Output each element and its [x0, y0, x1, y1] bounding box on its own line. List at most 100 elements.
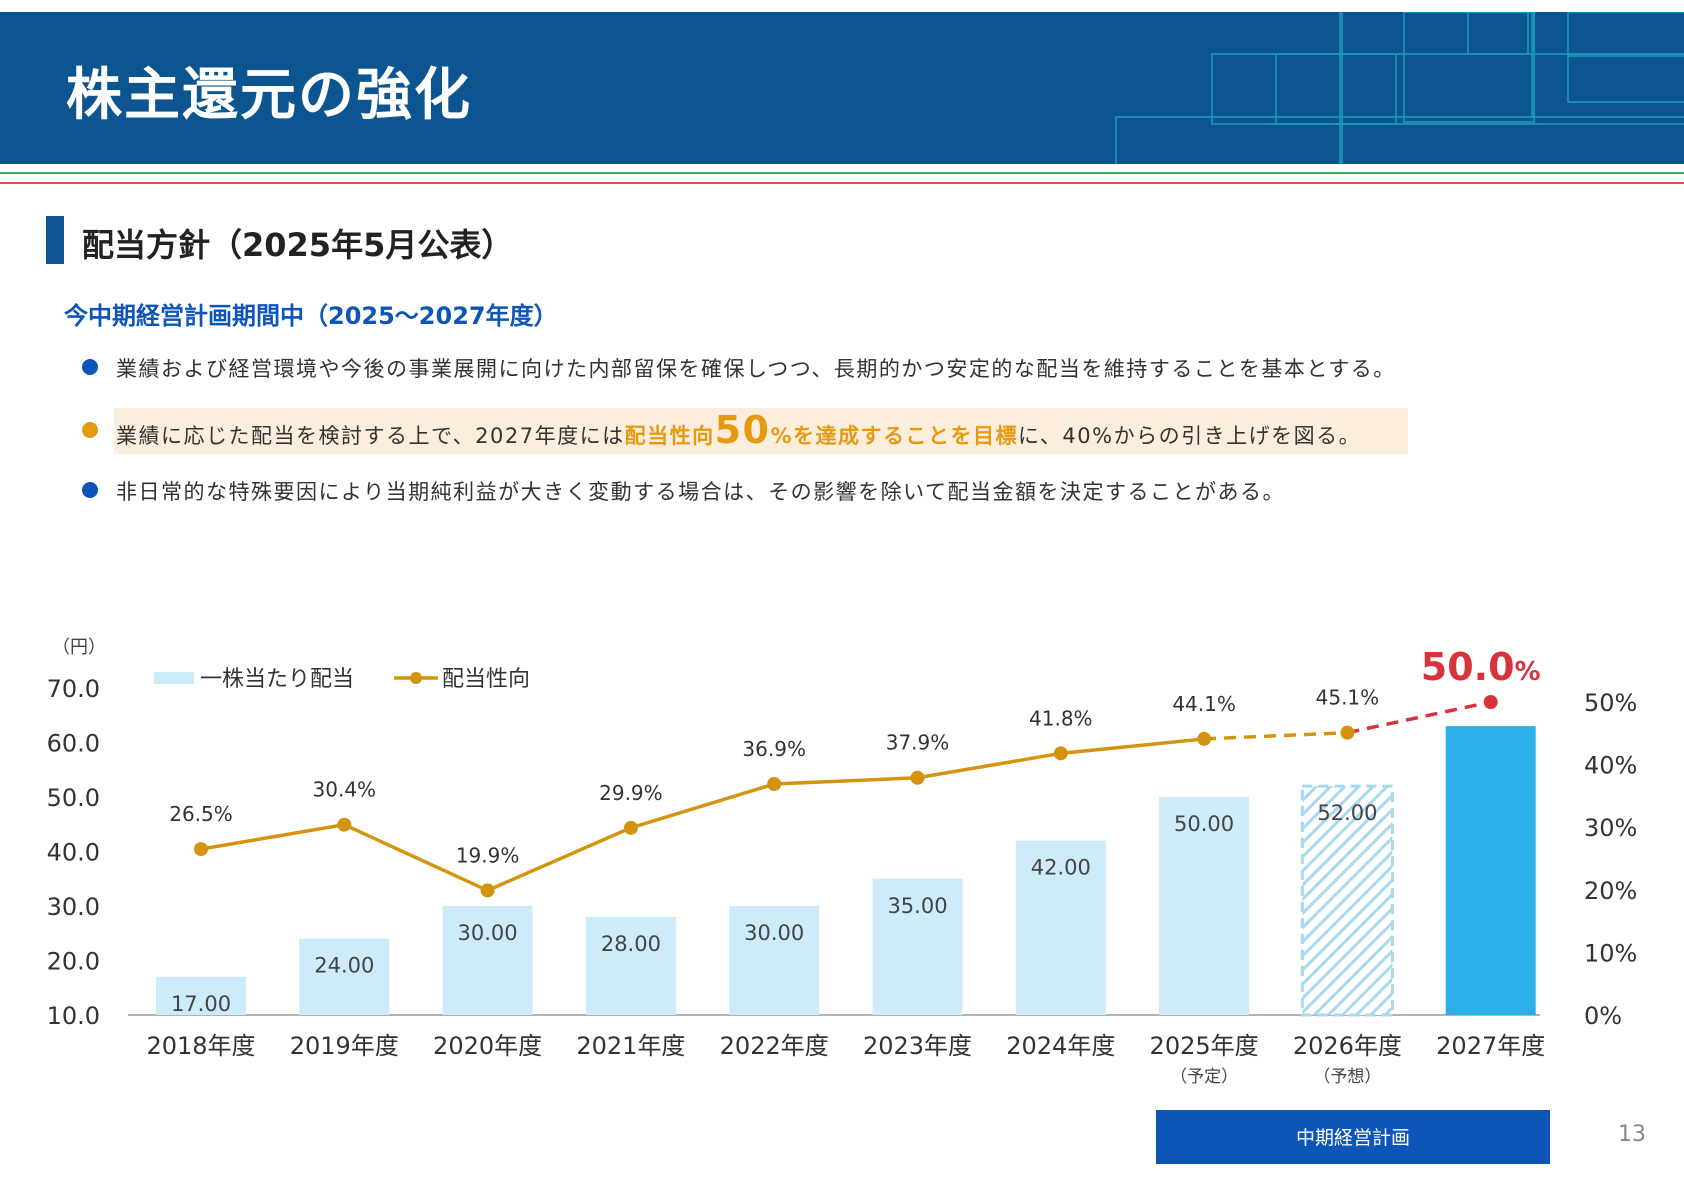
red-rule	[0, 182, 1684, 184]
bar-2027年度	[1445, 726, 1536, 1015]
bullet-text: 非日常的な特殊要因により当期純利益が大きく変動する場合は、その影響を除いて配当金…	[116, 480, 1285, 504]
bar-value-label: 42.00	[1031, 856, 1091, 880]
x-tick-label: 2023年度	[863, 1032, 972, 1060]
text-part: 業績に応じた配当を検討する上で、2027年度には	[116, 424, 625, 448]
x-tick-note: （予想）	[1313, 1067, 1381, 1087]
payout-ratio-label: 41.8%	[1029, 706, 1093, 730]
legend-line-label: 配当性向	[442, 667, 530, 692]
highlight-text: 配当性向	[624, 424, 715, 448]
bullet-dot	[82, 482, 98, 498]
left-tick-label: 20.0	[47, 948, 100, 976]
bar-2019年度	[299, 938, 390, 1015]
target-number: 50.0	[1421, 645, 1515, 689]
x-tick-note: （予定）	[1170, 1067, 1238, 1087]
x-tick-label: 2025年度	[1150, 1032, 1259, 1060]
payout-ratio-label: 26.5%	[169, 802, 233, 826]
x-tick-label: 2026年度	[1293, 1032, 1402, 1060]
payout-ratio-forecast-line	[1204, 730, 1348, 741]
legend-line-marker	[410, 672, 422, 684]
x-tick-label: 2024年度	[1006, 1032, 1115, 1060]
bullet-text: 業績および経営環境や今後の事業展開に向けた内部留保を確保しつつ、長期的かつ安定的…	[116, 357, 1396, 381]
payout-ratio-point	[194, 842, 208, 857]
bar-2024年度	[1015, 840, 1106, 1015]
section-title: 配当方針（2025年5月公表）	[82, 226, 514, 264]
bullet-dot	[82, 359, 98, 375]
payout-ratio-target-line	[1347, 700, 1492, 735]
bullet-basic-policy: 業績および経営環境や今後の事業展開に向けた内部留保を確保しつつ、長期的かつ安定的…	[82, 347, 1582, 387]
target-payout-label: 50.0%	[1421, 645, 1541, 689]
payout-ratio-point	[1483, 695, 1498, 709]
payout-ratio-point	[1197, 731, 1212, 746]
page-title: 株主還元の強化	[66, 63, 472, 128]
green-rule	[0, 172, 1684, 174]
text-part: に、40%からの引き上げを図る。	[1018, 424, 1362, 448]
bar-value-label: 35.00	[887, 894, 947, 918]
x-tick-label: 2022年度	[720, 1032, 829, 1060]
payout-ratio-line	[200, 737, 1205, 893]
legend-bar-label: 一株当たり配当	[200, 667, 354, 692]
bar-value-label: 17.00	[171, 992, 231, 1016]
payout-ratio-label: 29.9%	[599, 781, 663, 805]
right-tick-label: 20%	[1584, 877, 1637, 905]
period-subtitle: 今中期経営計画期間中（2025〜2027年度）	[64, 302, 558, 330]
right-tick-label: 40%	[1584, 752, 1637, 780]
left-tick-label: 60.0	[47, 730, 100, 758]
bar-2023年度	[872, 878, 963, 1015]
payout-ratio-label: 36.9%	[742, 737, 806, 761]
left-tick-label: 50.0	[47, 784, 100, 812]
payout-ratio-point	[767, 777, 782, 792]
bullet-payout-target: 業績に応じた配当を検討する上で、2027年度には配当性向50%を達成することを目…	[82, 410, 1582, 450]
payout-ratio-point	[1340, 725, 1355, 740]
x-tick-label: 2020年度	[433, 1032, 542, 1060]
bar-value-label: 30.00	[458, 921, 518, 945]
bar-2020年度	[442, 906, 533, 1015]
left-tick-label: 70.0	[47, 675, 100, 703]
right-tick-label: 50%	[1584, 689, 1637, 717]
payout-ratio-label: 19.9%	[456, 843, 520, 867]
bullet-text: 業績に応じた配当を検討する上で、2027年度には配当性向50%を達成することを目…	[116, 410, 1361, 456]
bar-value-label: 30.00	[744, 921, 804, 945]
payout-ratio-point	[337, 817, 352, 832]
bar-value-label: 52.00	[1317, 801, 1377, 825]
bar-2022年度	[729, 906, 820, 1015]
left-axis-unit: （円）	[52, 637, 106, 658]
bar-2026年度	[1300, 784, 1394, 1017]
bar-value-label: 24.00	[314, 954, 374, 978]
bar-value-label: 28.00	[601, 932, 661, 956]
right-tick-label: 30%	[1584, 814, 1637, 842]
legend-bar-swatch	[154, 672, 194, 684]
x-tick-label: 2021年度	[576, 1032, 685, 1060]
midterm-plan-bracket	[1156, 1110, 1550, 1164]
x-tick-label: 2018年度	[146, 1032, 255, 1060]
payout-ratio-label: 37.9%	[886, 731, 950, 755]
highlight-text: %を達成することを目標	[770, 424, 1019, 448]
payout-ratio-point	[623, 820, 638, 835]
left-tick-label: 30.0	[47, 893, 100, 921]
target-percent: %	[1515, 657, 1541, 687]
payout-ratio-point	[480, 883, 495, 898]
right-tick-label: 10%	[1584, 939, 1637, 967]
payout-ratio-label: 45.1%	[1316, 686, 1380, 710]
x-tick-label: 2019年度	[290, 1032, 399, 1060]
section-marker	[46, 216, 64, 264]
bullet-dot	[82, 422, 98, 438]
header-banner: 株主還元の強化	[0, 12, 1684, 164]
midterm-plan-label: 中期経営計画	[1296, 1127, 1410, 1149]
decorative-grid-pattern	[1115, 12, 1684, 164]
bar-value-label: 50.00	[1174, 812, 1234, 836]
left-tick-label: 10.0	[47, 1002, 100, 1030]
payout-ratio-point	[1053, 746, 1068, 761]
bar-2025年度	[1159, 797, 1250, 1015]
right-tick-label: 0%	[1584, 1002, 1622, 1030]
bar-2018年度	[156, 976, 246, 1015]
dividend-chart: （円） 70.0 60.0 50.0 40.0 30.0 20.0 10.0 50% 40% 30%…	[47, 637, 1637, 1164]
bullet-special-factors: 非日常的な特殊要因により当期純利益が大きく変動する場合は、その影響を除いて配当金…	[82, 470, 1582, 510]
page-number: 13	[1618, 1122, 1646, 1147]
payout-ratio-label: 44.1%	[1172, 692, 1236, 716]
payout-ratio-label: 30.4%	[313, 778, 377, 802]
highlight-number: 50	[714, 408, 771, 452]
payout-ratio-point	[910, 770, 925, 785]
left-tick-label: 40.0	[47, 839, 100, 867]
bar-2021年度	[585, 916, 676, 1015]
highlight-box	[114, 408, 1408, 454]
